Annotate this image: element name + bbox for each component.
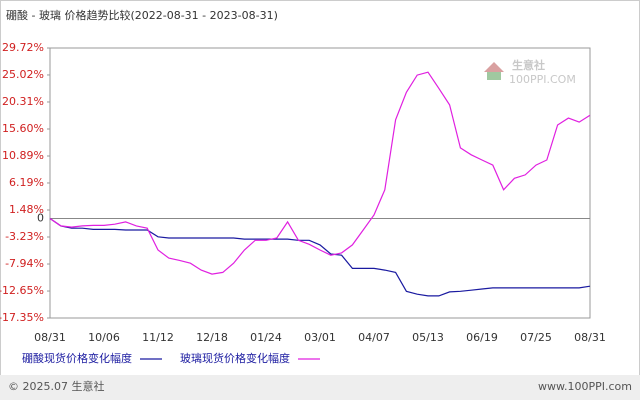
y-tick-label: -12.65% [0,284,44,297]
x-tick-label: 08/31 [574,331,606,344]
y-tick-label: -17.35% [0,311,44,324]
y-tick-label: 20.31% [2,95,44,108]
x-tick-label: 11/12 [142,331,174,344]
watermark-text: 100PPI.COM [509,73,576,86]
y-tick-label: -7.94% [5,257,44,270]
watermark-text: 生意社 [512,58,545,72]
x-tick-label: 03/01 [304,331,336,344]
chart-title: 硼酸 - 玻璃 价格趋势比较(2022-08-31 - 2023-08-31) [6,8,278,22]
series-line [49,218,591,297]
y-tick-label: -3.23% [5,230,44,243]
watermark-icon [484,62,504,72]
footer-left: © 2025.07 生意社 [8,379,104,393]
series-line [49,71,591,275]
y-tick-label: 0 [37,211,44,224]
y-tick-label: 6.19% [9,176,44,189]
x-tick-label: 06/19 [466,331,498,344]
x-tick-label: 12/18 [196,331,228,344]
x-tick-label: 07/25 [520,331,552,344]
watermark: 生意社 100PPI.COM [484,58,576,86]
y-tick-label: 10.89% [2,149,44,162]
footer-bar [0,375,640,400]
footer-right: www.100PPI.com [538,380,632,393]
y-tick-label: 1.48% [9,203,44,216]
x-tick-label: 04/07 [358,331,390,344]
y-tick-label: 25.02% [2,68,44,81]
x-tick-label: 08/31 [34,331,66,344]
watermark-icon [487,72,501,80]
x-tick-label: 10/06 [88,331,120,344]
y-tick-label: 15.60% [2,122,44,135]
legend-label: 玻璃现货价格变化幅度 [180,351,290,365]
x-tick-label: 01/24 [250,331,282,344]
y-tick-label: 29.72% [2,41,44,54]
legend-label: 硼酸现货价格变化幅度 [22,351,132,365]
x-tick-label: 05/13 [412,331,444,344]
